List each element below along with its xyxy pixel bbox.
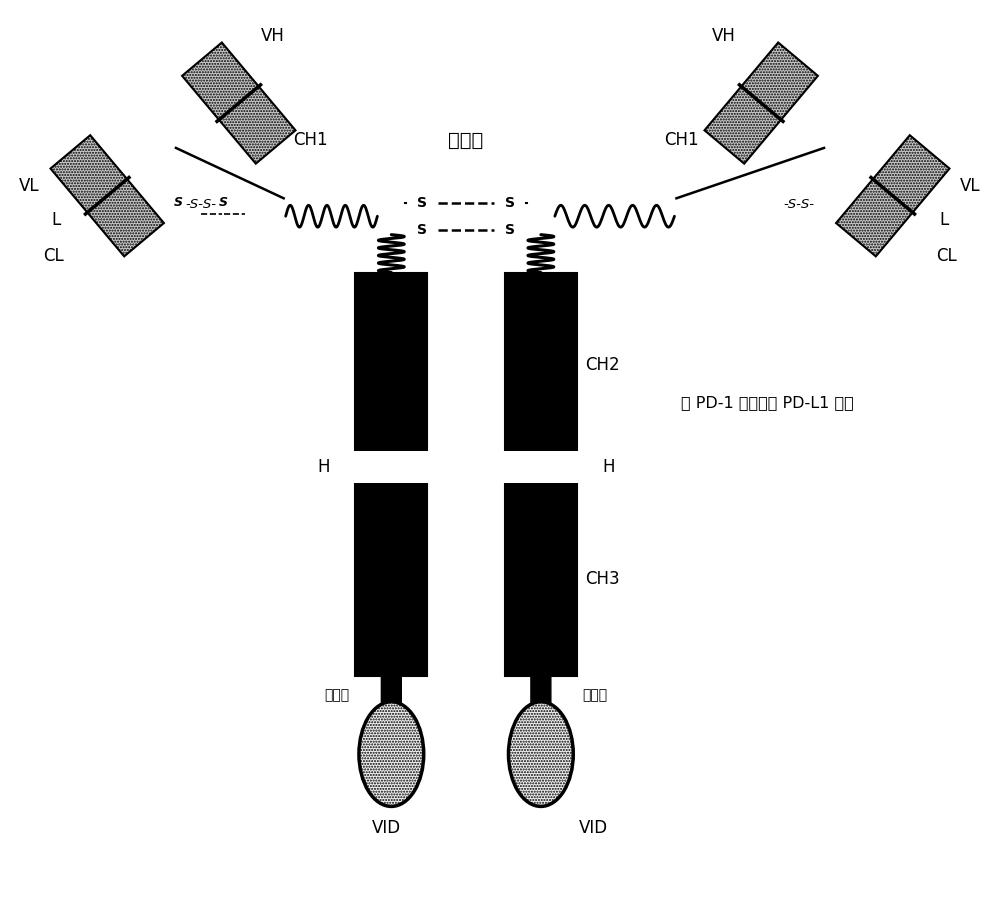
Text: VH: VH bbox=[712, 27, 736, 45]
Text: S: S bbox=[505, 223, 515, 237]
Text: L: L bbox=[52, 210, 61, 229]
Text: S: S bbox=[218, 196, 227, 210]
Text: S: S bbox=[417, 223, 427, 237]
FancyBboxPatch shape bbox=[531, 676, 551, 706]
Text: VL: VL bbox=[960, 177, 981, 195]
Text: S: S bbox=[173, 196, 182, 210]
Text: -S-S-: -S-S- bbox=[784, 198, 815, 210]
Bar bbox=[355, 482, 427, 677]
Text: H: H bbox=[317, 458, 330, 476]
Bar bbox=[704, 43, 818, 163]
Text: VID: VID bbox=[372, 819, 401, 837]
Text: VL: VL bbox=[19, 177, 40, 195]
Text: 绥链区: 绥链区 bbox=[448, 131, 484, 150]
Text: H: H bbox=[602, 458, 615, 476]
Bar bbox=[836, 135, 949, 257]
Text: S: S bbox=[417, 196, 427, 210]
Text: -S-S-: -S-S- bbox=[185, 198, 216, 210]
FancyBboxPatch shape bbox=[381, 676, 401, 706]
Text: L: L bbox=[939, 210, 948, 229]
Text: CL: CL bbox=[936, 247, 957, 265]
Bar bbox=[505, 273, 577, 452]
Text: 抗 PD-1 抗体或抗 PD-L1 抗体: 抗 PD-1 抗体或抗 PD-L1 抗体 bbox=[681, 395, 854, 410]
Text: CL: CL bbox=[43, 247, 64, 265]
Text: CH2: CH2 bbox=[585, 356, 619, 375]
Ellipse shape bbox=[508, 702, 573, 806]
Bar bbox=[355, 273, 427, 452]
Bar bbox=[51, 135, 164, 257]
Bar bbox=[500, 451, 582, 483]
Bar bbox=[182, 43, 296, 163]
Text: CH1: CH1 bbox=[293, 131, 328, 149]
Text: 肽接头: 肽接头 bbox=[583, 688, 608, 702]
Bar bbox=[350, 451, 432, 483]
Text: CH1: CH1 bbox=[664, 131, 699, 149]
Text: CH3: CH3 bbox=[585, 571, 619, 588]
Text: 肽接头: 肽接头 bbox=[324, 688, 349, 702]
Ellipse shape bbox=[359, 702, 424, 806]
Text: S: S bbox=[505, 196, 515, 210]
Text: VH: VH bbox=[261, 27, 285, 45]
Bar bbox=[505, 482, 577, 677]
Text: VID: VID bbox=[579, 819, 608, 837]
